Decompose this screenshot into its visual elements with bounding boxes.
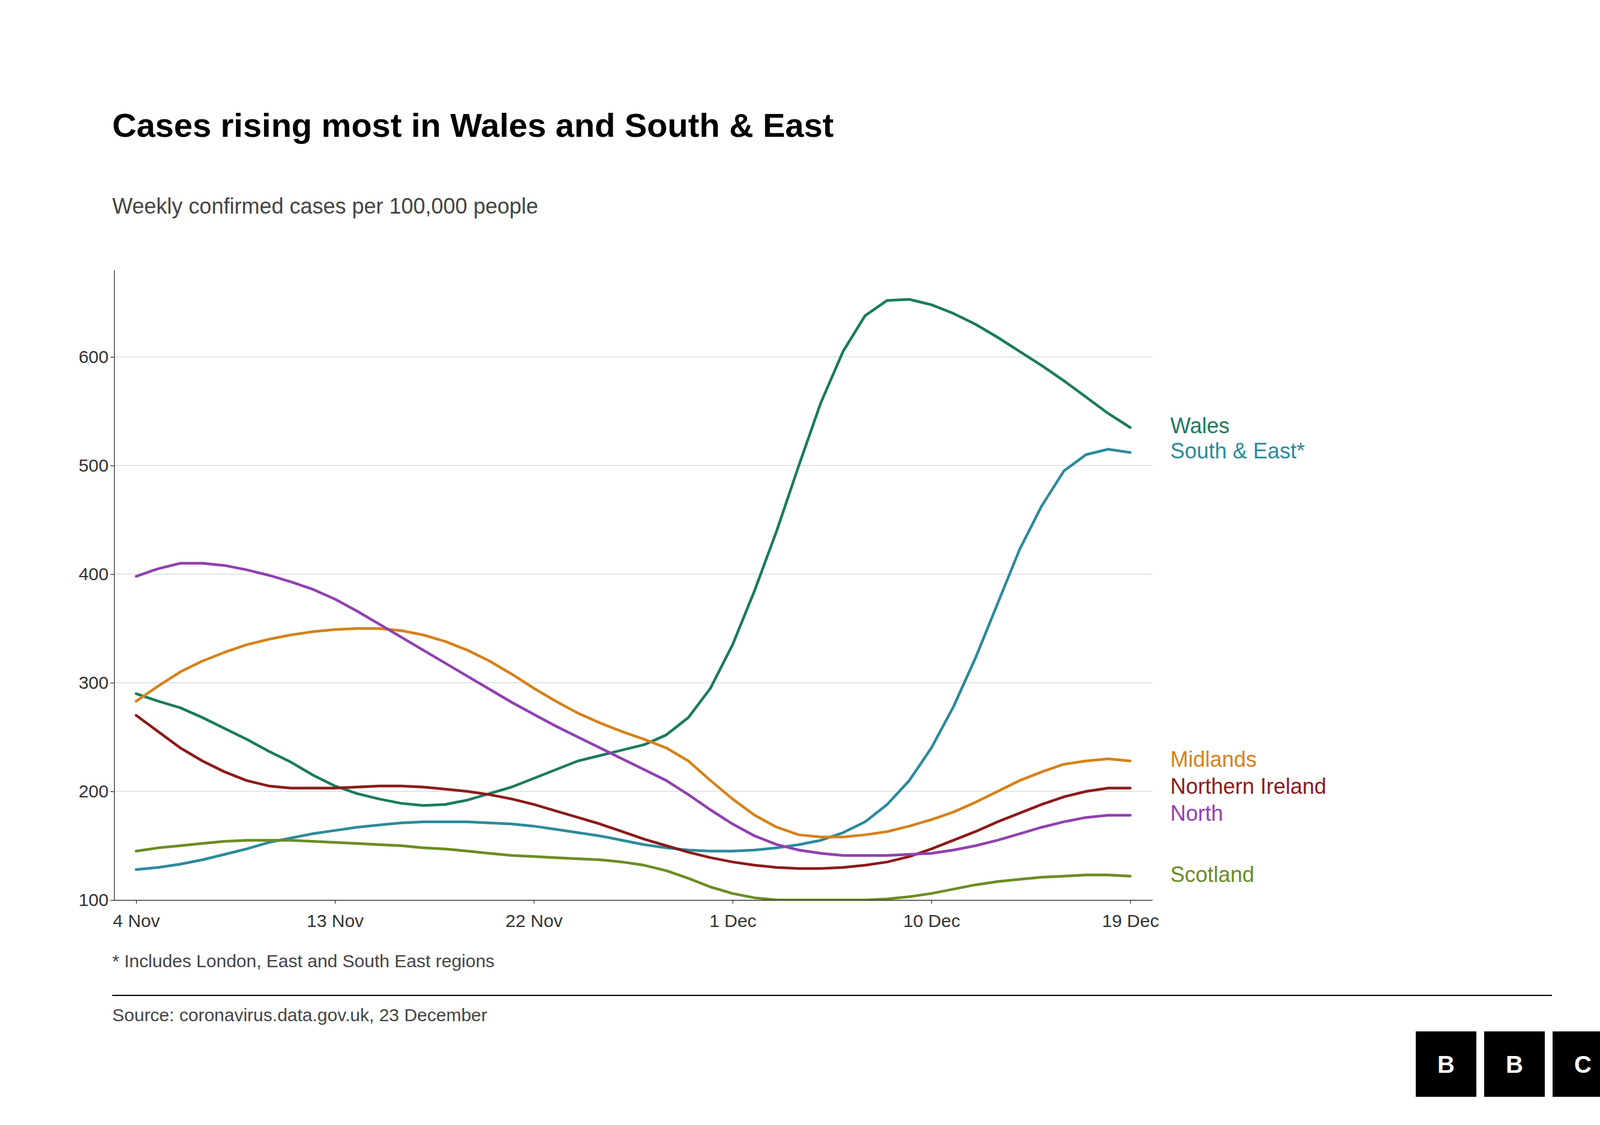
tick-mark: [110, 465, 115, 467]
x-tick: 4 Nov: [112, 900, 160, 931]
subtitle: Weekly confirmed cases per 100,000 peopl…: [112, 193, 539, 219]
tick-mark: [533, 900, 535, 904]
y-tick: 300: [78, 672, 115, 693]
y-axis: 100 200 300 400 500 600: [78, 270, 115, 911]
series-line: [136, 299, 1131, 807]
tick-mark: [334, 900, 336, 904]
tick-label: 400: [78, 564, 109, 584]
background: [0, 0, 1600, 1125]
grid-line: [114, 356, 1153, 358]
title: Cases rising most in Wales and South & E…: [112, 106, 834, 145]
grid-line: [114, 900, 1153, 901]
footnote: * Includes London, East and South East r…: [112, 951, 495, 972]
series-labels: WalesSouth & East* MidlandsNorthern Irela…: [1170, 413, 1327, 888]
logo-letter: C: [1574, 1051, 1592, 1078]
grid-line: [114, 682, 1153, 683]
source: Source: coronavirus.data.gov.uk, 23 Dece…: [112, 1005, 488, 1026]
grid-line: [114, 465, 1153, 466]
series-line: [136, 628, 1131, 838]
y-tick: 600: [78, 346, 115, 367]
x-tick: 1 Dec: [709, 900, 757, 931]
axis-line: [114, 900, 1153, 901]
tick-mark: [1130, 900, 1131, 904]
tick-mark: [110, 682, 115, 684]
grid: [114, 357, 1153, 901]
y-tick: 400: [78, 564, 115, 584]
logo-letter: B: [1505, 1051, 1524, 1078]
tick-mark: [110, 900, 115, 901]
series-line: [136, 563, 1131, 856]
series-line: [136, 449, 1131, 871]
x-tick: 13 Nov: [306, 900, 364, 931]
logo-box: [1552, 1031, 1600, 1098]
logo: BBC: [1415, 1031, 1600, 1098]
series-label: South & East*: [1170, 438, 1305, 464]
axis-line: [114, 270, 115, 901]
tick-label: 200: [78, 781, 109, 802]
x-tick: 22 Nov: [505, 900, 563, 931]
tick-mark: [110, 791, 115, 793]
tick-mark: [110, 357, 115, 358]
tick-label: 100: [78, 890, 109, 910]
logo-letter: B: [1437, 1051, 1455, 1078]
series-line: [136, 840, 1131, 901]
series-label: Wales: [1170, 413, 1230, 439]
tick-label: 500: [78, 455, 109, 476]
separator: [112, 995, 1552, 997]
logo-box: [1415, 1031, 1477, 1098]
chart: Cases rising most in Wales and South & E…: [0, 0, 1600, 1125]
tick-label: 22 Nov: [505, 911, 563, 931]
tick-label: 300: [78, 672, 109, 693]
tick-label: 1 Dec: [709, 911, 757, 931]
y-tick: 200: [78, 781, 115, 802]
tick-label: 19 Dec: [1101, 911, 1159, 931]
tick-mark: [732, 900, 734, 904]
x-tick: 10 Dec: [903, 900, 961, 931]
tick-label: 13 Nov: [306, 911, 364, 931]
series-label: Northern Ireland: [1170, 774, 1327, 799]
series-label: Scotland: [1170, 862, 1255, 888]
logo-box: [1484, 1031, 1545, 1098]
tick-mark: [136, 900, 137, 904]
series-label: North: [1170, 801, 1224, 826]
x-tick: 19 Dec: [1101, 900, 1159, 931]
y-tick: 100: [78, 890, 115, 910]
series-label: Midlands: [1170, 747, 1257, 772]
tick-mark: [931, 900, 933, 904]
y-tick: 500: [78, 455, 115, 476]
tick-mark: [110, 574, 115, 575]
tick-label: 4 Nov: [112, 911, 160, 931]
lines: [136, 299, 1131, 901]
tick-label: 10 Dec: [903, 911, 961, 931]
tick-label: 600: [78, 346, 109, 367]
x-axis: 4 Nov 13 Nov 22 Nov 1 Dec 10 Dec 19 Dec: [112, 900, 1159, 931]
